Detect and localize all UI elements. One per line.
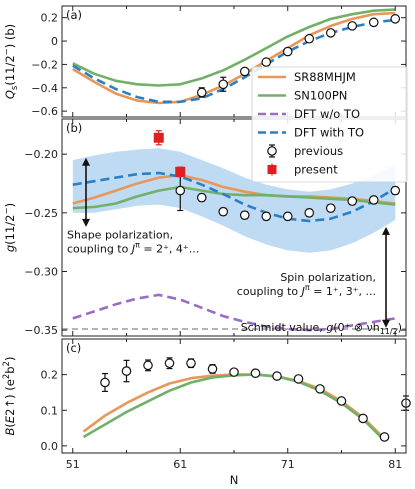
panel-a-previous-point-7 <box>347 21 358 31</box>
legend-label: present <box>294 163 338 177</box>
panel-b-previous-point-7 <box>325 203 336 213</box>
panel-b-spin-arrow <box>382 226 390 328</box>
panel-b-previous-point-4 <box>261 211 272 222</box>
panel-b-shape-arrow <box>82 157 90 227</box>
panel-a-ylabel: Qs(11/2−) (b) <box>2 24 20 99</box>
panel-a-ytick-label: −0.4 <box>31 82 58 95</box>
panel-a-previous-point-4 <box>282 46 293 57</box>
panel-a-ytick-label: 0.2 <box>41 12 59 25</box>
panel-b-ylabel: g(11/2−) <box>2 203 17 252</box>
panel-b-previous-point-9 <box>368 195 379 205</box>
legend-label: previous <box>294 144 343 158</box>
panel-b-band-dft-with-to <box>72 148 396 253</box>
panel-c-previous-point-4 <box>186 358 196 369</box>
panel-a-ytick-label: −0.2 <box>31 58 58 71</box>
panel-b-previous-point-8 <box>347 196 358 206</box>
panel-c-xtick-label: 51 <box>66 458 80 471</box>
legend-label: DFT w/o TO <box>294 107 360 121</box>
panel-c-ytick-label: 0.1 <box>41 404 59 417</box>
legend: SR88MHJM SN100PN DFT w/o TO DFT with TO prev… <box>251 66 408 183</box>
legend-label: SR88MHJM <box>294 70 356 84</box>
panel-a-previous-point-8 <box>368 17 379 28</box>
panel-b-spin-line1: Spin polarization, <box>280 271 376 284</box>
panel-b-schmidt-label: Schmidt value, g(0⁺ ⊗ νh11/2) <box>241 321 402 336</box>
legend-item-sr88mhjm: SR88MHJM <box>258 70 356 84</box>
panel-b-previous-point-6 <box>304 208 315 218</box>
panel-b-shape-line2: coupling to Jπ = 2⁺, 4⁺... <box>67 241 199 256</box>
panel-c-xtick-label: 71 <box>281 458 295 471</box>
panel-c-previous-point-12 <box>358 413 368 424</box>
panel-c-previous-point-2 <box>143 359 153 372</box>
panel-c-line-sn100pn <box>82 373 386 442</box>
panel-b-present-point-1 <box>175 166 186 178</box>
panel-a-previous-point-2 <box>239 66 250 77</box>
panel-a-previous-point-0 <box>196 87 207 98</box>
panel-c-xtick-label: 61 <box>173 458 187 471</box>
panel-c-previous-point-10 <box>315 384 325 394</box>
panel-a-previous-point-1 <box>218 76 229 92</box>
legend-item-previous: previous <box>267 144 343 158</box>
panel-c-ytick-label: 0.2 <box>41 369 59 382</box>
panel-a-line-sr88mhjm <box>72 11 396 105</box>
panel-b-previous-point-10 <box>390 185 401 196</box>
panel-c-previous-point-7 <box>250 368 261 378</box>
panel-b-line-sn100pn <box>72 185 396 210</box>
panel-a-previous-point-3 <box>261 57 272 67</box>
legend-item-dft-w-o-to: DFT w/o TO <box>258 107 360 121</box>
panel-b-ytick-label: −0.25 <box>24 207 58 220</box>
panel-b-ytick-label: −0.20 <box>24 148 58 161</box>
panel-c-ylabel: B(E2↑) (e2b2) <box>2 357 17 436</box>
panel-b-previous-point-2 <box>218 206 229 217</box>
panel-c-previous-point-13 <box>379 432 390 442</box>
legend-label: SN100PN <box>294 89 347 103</box>
panel-a-previous-point-6 <box>325 28 336 38</box>
panel-c-previous-point-9 <box>293 374 304 384</box>
panel-b-line-dft-w-o-to <box>72 293 396 332</box>
panel-b-present-point-0 <box>153 130 164 146</box>
panel-b-label: (b) <box>66 121 82 135</box>
legend-item-sn100pn: SN100PN <box>258 89 347 103</box>
panel-c-previous-point-0 <box>100 372 110 392</box>
panel-a-line-dft-with-to <box>72 18 396 104</box>
legend-label: DFT with TO <box>294 126 364 140</box>
panel-a-label: (a) <box>66 8 82 22</box>
panel-b-previous-point-5 <box>282 211 293 222</box>
panel-c-line-sr88mhjm <box>82 373 386 440</box>
panel-c-label: (c) <box>66 341 81 355</box>
panel-b-previous-point-3 <box>239 210 250 220</box>
panel-a-ytick-label: 0 <box>51 35 58 48</box>
legend-item-dft-with-to: DFT with TO <box>258 126 364 140</box>
panel-b-ytick-label: −0.35 <box>24 324 58 337</box>
panel-c-previous-point-1 <box>121 359 132 383</box>
panel-c-xtick-label: 81 <box>388 458 402 471</box>
panel-c-previous-point-11 <box>336 396 347 406</box>
panel-a-previous-point-5 <box>304 33 315 44</box>
panel-b-shape-line1: Shape polarization, <box>67 229 173 242</box>
panel-c-previous-point-6 <box>229 367 239 377</box>
panel-b-spin-line2: coupling to Jπ = 1⁺, 3⁺, ... <box>237 283 376 298</box>
panel-b-previous-point-1 <box>196 192 207 203</box>
panel-c-previous-point-3 <box>164 357 175 370</box>
panel-c-xlabel: N <box>230 473 239 487</box>
panel-a-line-sn100pn <box>72 8 396 87</box>
panel-a-ytick-label: −0.6 <box>31 105 58 118</box>
panel-c-previous-point-8 <box>272 371 282 381</box>
panel-c-frame <box>61 338 407 454</box>
panel-c-ytick-label: 0.0 <box>41 440 59 453</box>
panel-b-ytick-label: −0.30 <box>24 265 58 278</box>
panel-a-previous-point-9 <box>390 14 401 24</box>
legend-item-present: present <box>267 163 338 177</box>
panel-c-previous-point-5 <box>207 364 218 374</box>
